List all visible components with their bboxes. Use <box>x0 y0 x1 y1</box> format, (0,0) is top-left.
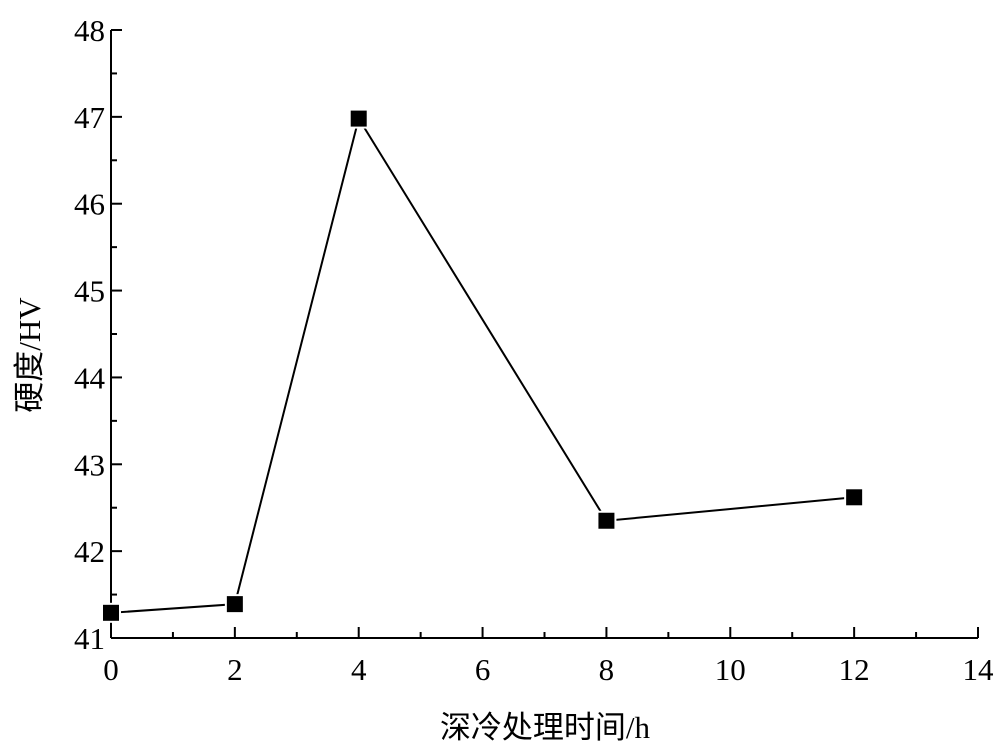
y-tick-label: 42 <box>74 534 105 569</box>
x-tick-label: 8 <box>599 652 615 687</box>
y-axis-label: 硬度/HV <box>12 297 47 413</box>
marker <box>224 594 245 615</box>
x-tick-label: 0 <box>103 652 119 687</box>
x-tick-label: 4 <box>351 652 367 687</box>
x-axis-label: 深冷处理时间/h <box>440 710 651 745</box>
marker <box>596 510 617 531</box>
x-tick-label: 10 <box>715 652 746 687</box>
x-tick-label: 6 <box>475 652 491 687</box>
marker <box>844 487 865 508</box>
y-tick-label: 41 <box>74 621 105 656</box>
y-tick-label: 47 <box>74 100 105 135</box>
marker <box>348 108 369 129</box>
x-tick-label: 12 <box>839 652 870 687</box>
y-tick-label: 48 <box>74 13 105 48</box>
y-tick-label: 43 <box>74 447 105 482</box>
marker <box>101 602 121 623</box>
y-tick-label: 45 <box>74 274 105 309</box>
y-tick-label: 44 <box>74 360 106 395</box>
x-tick-label: 14 <box>963 652 995 687</box>
series-line <box>110 116 855 614</box>
x-tick-label: 2 <box>227 652 243 687</box>
y-tick-label: 46 <box>74 187 105 222</box>
